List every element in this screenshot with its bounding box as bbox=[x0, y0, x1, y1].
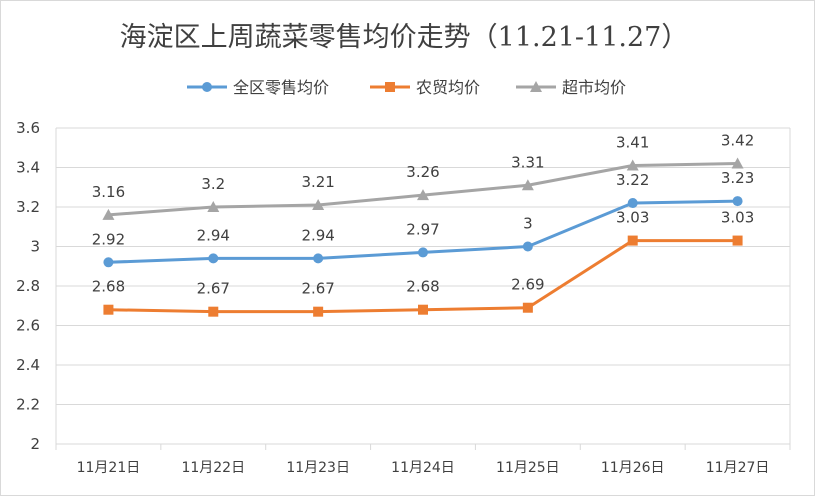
legend-label: 农贸均价 bbox=[416, 78, 480, 97]
data-point bbox=[732, 235, 743, 246]
data-label: 3.22 bbox=[616, 171, 649, 189]
legend-marker bbox=[202, 82, 212, 92]
x-tick-label: 11月26日 bbox=[601, 460, 665, 476]
y-tick-label: 2.2 bbox=[16, 396, 40, 414]
x-tick-label: 11月21日 bbox=[77, 460, 141, 476]
data-label: 3.41 bbox=[616, 134, 649, 152]
y-tick-label: 2 bbox=[30, 435, 40, 453]
data-label: 2.67 bbox=[301, 280, 334, 298]
legend-label: 超市均价 bbox=[562, 78, 626, 97]
x-tick-label: 11月24日 bbox=[391, 460, 455, 476]
data-point bbox=[522, 302, 533, 313]
data-point bbox=[731, 157, 744, 169]
data-label: 3.21 bbox=[301, 173, 334, 191]
data-point bbox=[102, 208, 115, 220]
data-label: 3.03 bbox=[616, 209, 649, 227]
data-label: 3.16 bbox=[92, 183, 125, 201]
data-label: 2.92 bbox=[92, 230, 125, 248]
y-tick-label: 2.4 bbox=[16, 356, 40, 374]
y-axis: 2 2.2 2.4 2.6 2.8 3 3.2 3.4 3.6 bbox=[16, 119, 40, 453]
x-tick-label: 11月25日 bbox=[496, 460, 560, 476]
data-point bbox=[313, 253, 324, 264]
data-point bbox=[208, 253, 219, 264]
data-point bbox=[627, 235, 638, 246]
y-tick-label: 3.4 bbox=[16, 159, 40, 177]
data-point bbox=[521, 179, 534, 191]
data-labels: 2.92 2.94 2.94 2.97 3 3.22 3.23 2.68 2.67 2.67 2.6… bbox=[92, 132, 755, 298]
data-point bbox=[208, 306, 219, 317]
legend-marker bbox=[530, 81, 542, 92]
x-axis: 11月21日 11月22日 11月23日 11月24日 11月25日 11月26日 11月2… bbox=[55, 444, 791, 476]
data-label: 2.94 bbox=[301, 226, 334, 244]
data-point bbox=[312, 199, 325, 211]
x-tick-label: 11月22日 bbox=[181, 460, 245, 476]
data-label: 3.42 bbox=[721, 132, 754, 150]
data-label: 2.68 bbox=[92, 278, 125, 296]
data-point bbox=[103, 257, 114, 268]
data-point bbox=[207, 201, 220, 212]
data-point bbox=[313, 306, 324, 317]
data-point bbox=[522, 241, 533, 252]
chart-title: 海淀区上周蔬菜零售均价走势（11.21-11.27） bbox=[120, 22, 689, 53]
data-label: 3.31 bbox=[511, 153, 544, 171]
data-point bbox=[626, 159, 639, 171]
legend-label: 全区零售均价 bbox=[233, 78, 329, 97]
x-tick-label: 11月27日 bbox=[706, 460, 770, 476]
series-group bbox=[102, 157, 744, 317]
legend-marker bbox=[385, 82, 395, 92]
data-point bbox=[627, 198, 638, 209]
data-point bbox=[732, 196, 743, 207]
data-label: 3 bbox=[523, 215, 533, 233]
data-label: 3.26 bbox=[406, 163, 439, 181]
data-label: 2.68 bbox=[406, 278, 439, 296]
data-point bbox=[418, 304, 428, 315]
grid-lines bbox=[55, 127, 791, 445]
data-point bbox=[418, 247, 428, 258]
data-point bbox=[417, 189, 429, 201]
y-tick-label: 2.8 bbox=[16, 277, 40, 295]
y-tick-label: 2.6 bbox=[16, 317, 40, 335]
y-tick-label: 3.6 bbox=[16, 119, 40, 137]
data-label: 2.67 bbox=[197, 280, 230, 298]
y-tick-label: 3 bbox=[30, 238, 40, 256]
data-label: 3.2 bbox=[201, 175, 225, 193]
data-label: 3.23 bbox=[721, 169, 754, 187]
data-point bbox=[103, 304, 114, 315]
data-label: 2.94 bbox=[197, 226, 230, 244]
data-label: 2.97 bbox=[406, 220, 439, 238]
data-label: 3.03 bbox=[721, 209, 754, 227]
data-label: 2.69 bbox=[511, 276, 544, 294]
x-tick-label: 11月23日 bbox=[286, 460, 350, 476]
legend: 全区零售均价 农贸均价 超市均价 bbox=[187, 78, 626, 97]
y-tick-label: 3.2 bbox=[16, 198, 40, 216]
